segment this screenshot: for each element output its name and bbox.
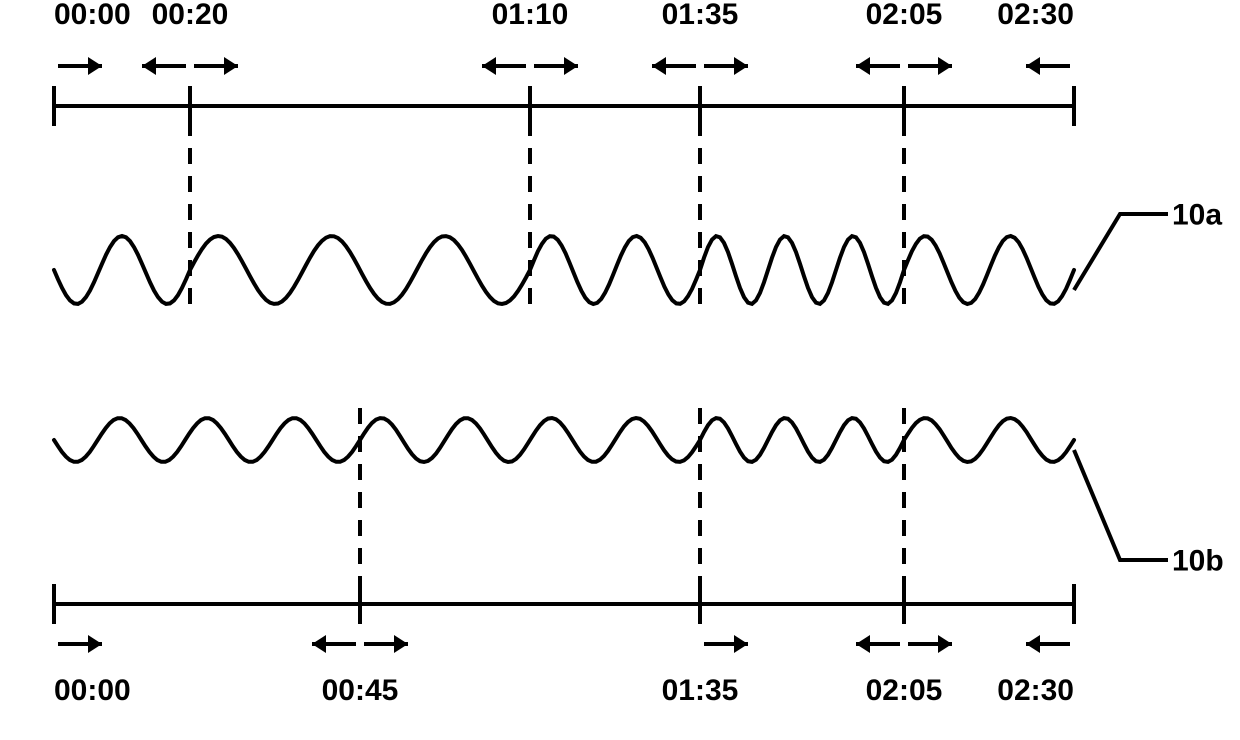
callout-leader-10a xyxy=(1074,214,1168,290)
timeline-label: 02:05 xyxy=(866,0,943,31)
timeline-label: 01:35 xyxy=(662,0,739,31)
callout-leader-10b xyxy=(1074,450,1168,560)
timeline-label: 02:30 xyxy=(997,0,1074,31)
timeline-label: 02:05 xyxy=(866,674,943,707)
callout-label-10a: 10a xyxy=(1172,199,1222,232)
callout-label-10b: 10b xyxy=(1172,545,1224,578)
timeline-label: 00:45 xyxy=(322,674,399,707)
timeline-label: 02:30 xyxy=(997,674,1074,707)
timeline-label: 01:10 xyxy=(492,0,569,31)
timeline-label: 00:00 xyxy=(54,674,131,707)
timeline-label: 01:35 xyxy=(662,674,739,707)
timeline-label: 00:00 xyxy=(54,0,131,31)
waveform-10a xyxy=(54,236,1074,304)
waveform-10b xyxy=(54,418,1074,462)
timeline-label: 00:20 xyxy=(152,0,229,31)
